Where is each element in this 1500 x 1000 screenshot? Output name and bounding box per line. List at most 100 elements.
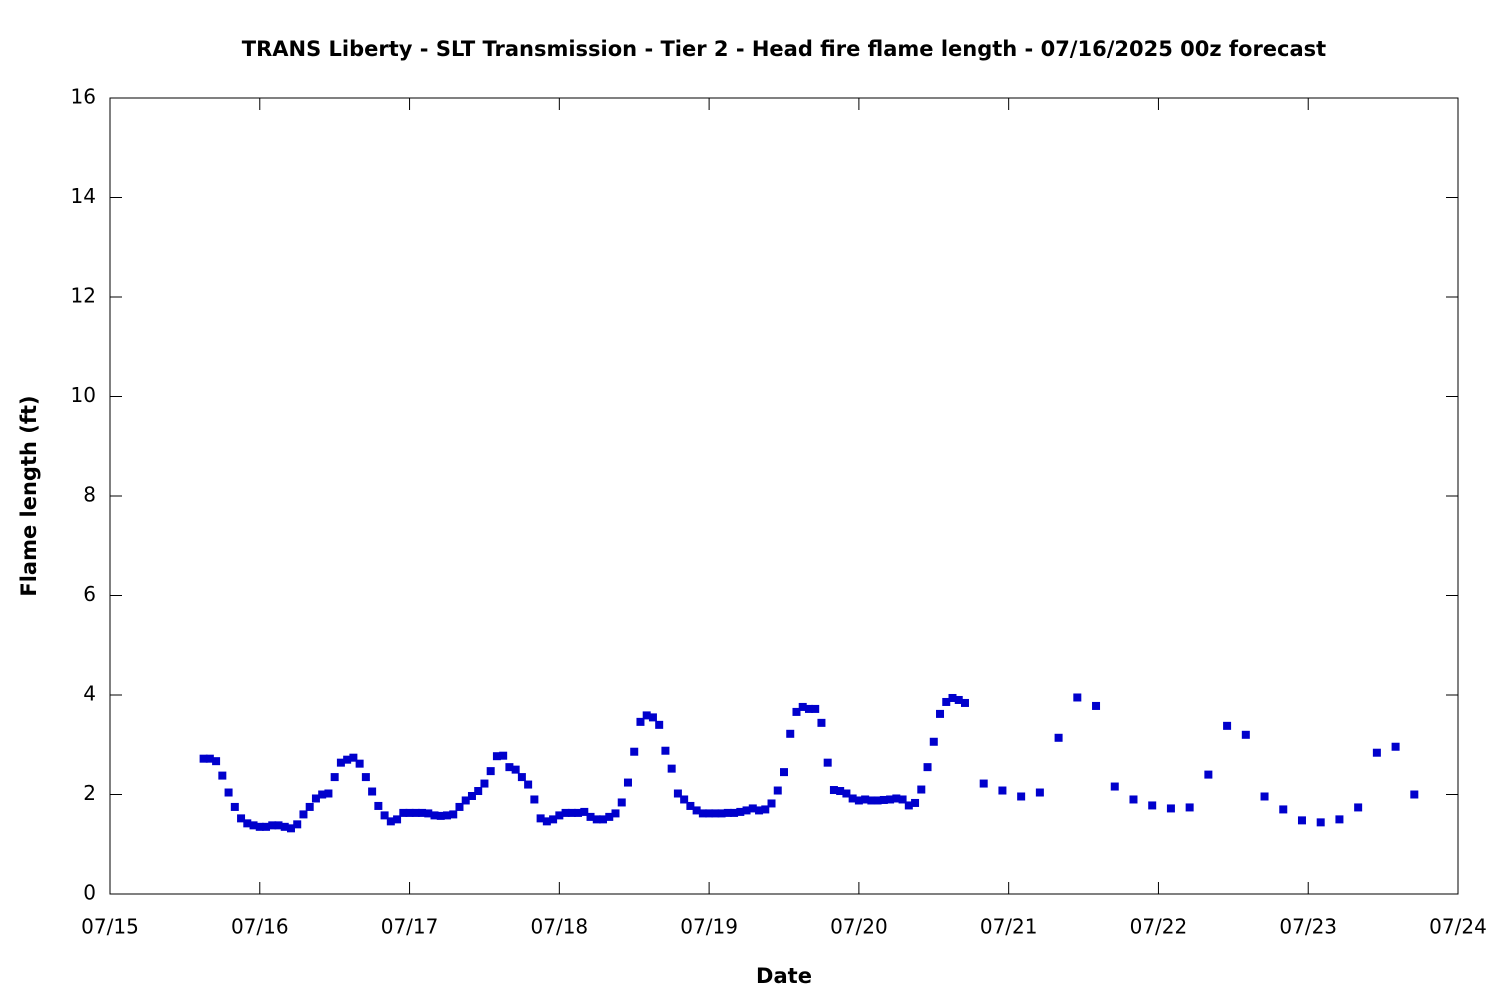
y-tick-label: 6	[83, 582, 96, 606]
point	[798, 702, 807, 711]
y-tick-label: 2	[83, 781, 96, 805]
point	[499, 751, 508, 760]
point	[879, 795, 888, 804]
y-axis-label: Flame length (ft)	[17, 395, 41, 596]
point	[530, 795, 539, 804]
point	[917, 785, 926, 794]
point	[923, 763, 932, 772]
point	[1166, 804, 1175, 813]
point	[311, 794, 320, 803]
x-tick-label: 07/22	[1130, 915, 1188, 939]
point	[1017, 792, 1026, 801]
point	[1185, 803, 1194, 812]
point	[343, 755, 352, 764]
point	[936, 709, 945, 718]
point	[623, 778, 632, 787]
point	[898, 795, 907, 804]
point	[929, 737, 938, 746]
point	[336, 758, 345, 767]
point	[274, 821, 283, 830]
y-tick-label: 8	[83, 483, 96, 507]
point	[998, 786, 1007, 795]
point	[280, 822, 289, 831]
point	[786, 729, 795, 738]
point	[823, 758, 832, 767]
point	[212, 757, 221, 766]
point	[574, 808, 583, 817]
point	[1279, 805, 1288, 814]
point	[829, 786, 838, 795]
point	[642, 711, 651, 720]
point	[255, 822, 264, 831]
point	[567, 808, 576, 817]
point	[1035, 788, 1044, 797]
point	[1241, 730, 1250, 739]
point	[305, 802, 314, 811]
point	[430, 811, 439, 820]
point	[592, 815, 601, 824]
point	[237, 814, 246, 823]
point	[268, 821, 277, 830]
point	[580, 807, 589, 816]
point	[742, 806, 751, 815]
y-tick-label: 14	[71, 184, 96, 208]
point	[680, 795, 689, 804]
point	[848, 794, 857, 803]
point	[861, 795, 870, 804]
point	[811, 704, 820, 713]
point	[1110, 782, 1119, 791]
point	[867, 796, 876, 805]
point	[262, 822, 271, 831]
point	[711, 809, 720, 818]
point	[386, 817, 395, 826]
point	[361, 773, 370, 782]
point	[205, 754, 214, 763]
point	[467, 791, 476, 800]
point	[692, 806, 701, 815]
point	[199, 754, 208, 763]
point	[1204, 770, 1213, 779]
point	[1297, 816, 1306, 825]
point	[942, 697, 951, 706]
point	[960, 698, 969, 707]
point	[549, 815, 558, 824]
point	[318, 790, 327, 799]
point	[948, 693, 957, 702]
point	[349, 753, 358, 762]
point	[286, 824, 295, 833]
point	[436, 811, 445, 820]
point	[723, 808, 732, 817]
point	[480, 779, 489, 788]
point	[374, 801, 383, 810]
point	[330, 773, 339, 782]
point	[418, 808, 427, 817]
point	[886, 795, 895, 804]
point	[399, 808, 408, 817]
point	[686, 801, 695, 810]
point	[424, 809, 433, 818]
point	[617, 798, 626, 807]
x-tick-label: 07/18	[531, 915, 589, 939]
point	[730, 808, 739, 817]
point	[536, 814, 545, 823]
point	[842, 789, 851, 798]
point	[1335, 815, 1344, 824]
point	[1073, 693, 1082, 702]
point	[324, 789, 333, 798]
point	[505, 763, 514, 772]
x-tick-label: 07/23	[1279, 915, 1337, 939]
point	[524, 780, 533, 789]
point	[673, 789, 682, 798]
y-tick-label: 0	[83, 881, 96, 905]
point	[224, 788, 233, 797]
point	[780, 768, 788, 777]
point	[717, 809, 726, 818]
point	[661, 746, 670, 755]
point	[393, 815, 402, 824]
point	[792, 707, 801, 716]
point	[299, 810, 308, 819]
y-tick-label: 12	[71, 284, 96, 308]
point	[586, 812, 595, 821]
point	[355, 759, 364, 768]
